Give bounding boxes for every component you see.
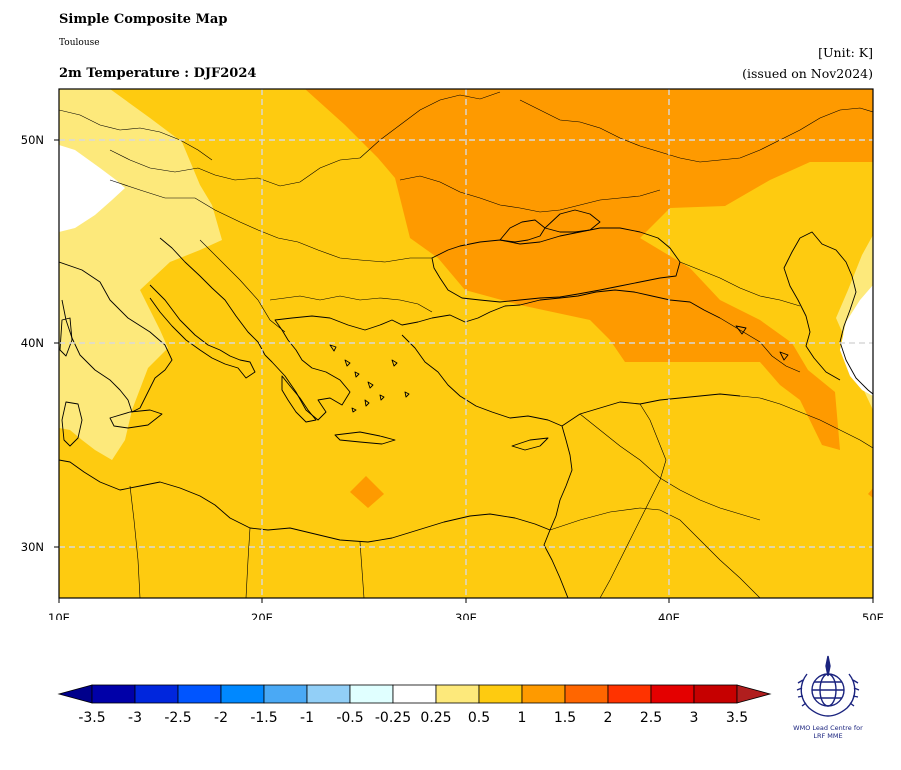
lat-tick-label: 40N (21, 336, 44, 350)
colorbar-cell (306, 684, 351, 704)
gridlines (59, 89, 873, 598)
wmo-logo: WMO Lead Centre for LRF MME (793, 655, 863, 740)
colorbar-tick-label: 2.5 (640, 710, 662, 726)
lat-tick-label: 30N (21, 540, 44, 554)
colorbar-tick-label: -2 (214, 710, 228, 726)
colorbar-tick-label: -0.5 (336, 710, 363, 726)
colorbar-cell (650, 684, 695, 704)
colorbar-tick-label: 0.5 (468, 710, 490, 726)
location-subtitle: Toulouse (59, 38, 100, 48)
colorbar-cell (392, 684, 437, 704)
coastlines (59, 209, 873, 598)
colorbar-tick-label: 1.5 (554, 710, 576, 726)
lon-tick-label: 30E (455, 611, 477, 620)
colorbar-cell (607, 684, 652, 704)
unit-label: [Unit: K] (818, 45, 873, 60)
logo-text-line1: WMO Lead Centre for (793, 724, 863, 732)
colorbar-cell (693, 684, 738, 704)
anomaly-fill-1-1.5 (305, 89, 873, 450)
anomaly-fill-near-zero-caspian (840, 285, 873, 396)
colorbar-cell (478, 684, 523, 704)
colorbar-tick-label: 2 (604, 710, 613, 726)
map-panel: 10E 20E 30E 40E 50E 30N 40N 50N (21, 88, 884, 620)
variable-title: 2m Temperature : DJF2024 (59, 66, 257, 81)
colorbar-tick-label: 3.5 (726, 710, 748, 726)
colorbar-cell (435, 684, 480, 704)
issued-label: (issued on Nov2024) (742, 66, 873, 81)
colorbar-tick-label: 1 (518, 710, 527, 726)
colorbar-cell (220, 684, 265, 704)
colorbar-tick-label: -2.5 (164, 710, 191, 726)
logo-text-line2: LRF MME (813, 732, 842, 740)
lon-tick-label: 20E (251, 611, 273, 620)
colorbar-cell (263, 684, 308, 704)
colorbar-cell (177, 684, 222, 704)
colorbar-tick-label: -1.5 (250, 710, 277, 726)
colorbar-tick-label: -1 (300, 710, 314, 726)
colorbar-tick-label: -0.25 (375, 710, 411, 726)
colorbar-cell (91, 684, 136, 704)
anomaly-fill-near-zero-alps (59, 145, 125, 232)
colorbar: -3.5 -3 -2.5 -2 -1.5 -1 -0.5 -0.25 0.25 0.5 1 1.5 2 2… (57, 684, 772, 726)
colorbar-under-arrow (57, 684, 93, 704)
colorbar-tick-label: 0.25 (420, 710, 451, 726)
colorbar-cell (521, 684, 566, 704)
lon-tick-label: 40E (658, 611, 680, 620)
colorbar-tick-label: 3 (690, 710, 699, 726)
colorbar-cell (134, 684, 179, 704)
map-title: Simple Composite Map (59, 12, 228, 27)
lon-tick-label: 10E (48, 611, 70, 620)
anomaly-fill-1-1.5-spot (350, 476, 384, 508)
colorbar-cell (349, 684, 394, 704)
colorbar-over-arrow (736, 684, 772, 704)
colorbar-tick-label: -3 (128, 710, 142, 726)
colorbar-tick-label: -3.5 (78, 710, 105, 726)
colorbar-cell (564, 684, 609, 704)
country-borders (59, 91, 873, 598)
lon-tick-label: 50E (862, 611, 884, 620)
anomaly-fill-1-1.5-edge (868, 488, 873, 498)
lat-tick-label: 50N (21, 133, 44, 147)
